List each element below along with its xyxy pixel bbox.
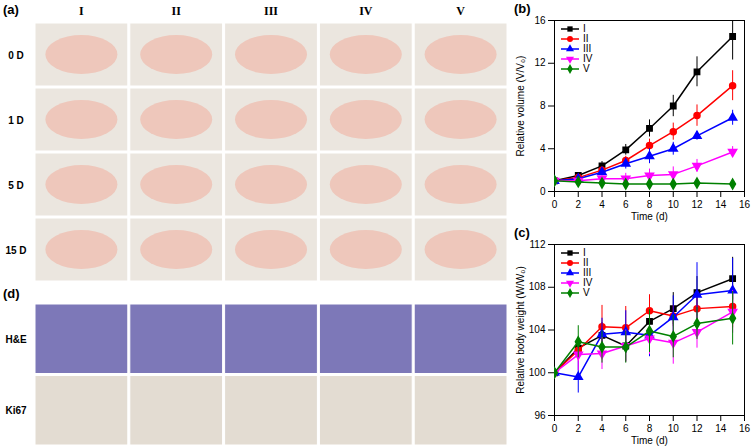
svg-text:16: 16 — [739, 423, 751, 434]
html-text:V: V — [583, 287, 590, 298]
svg-text:4: 4 — [540, 143, 546, 154]
svg-text:Relative body weight (W/W₀): Relative body weight (W/W₀) — [515, 266, 526, 394]
svg-text:III: III — [264, 4, 278, 18]
svg-text:12: 12 — [691, 423, 703, 434]
svg-text:4: 4 — [599, 423, 605, 434]
svg-text:Relative volume (V/V₀): Relative volume (V/V₀) — [515, 56, 526, 157]
svg-text:0 D: 0 D — [8, 50, 24, 61]
svg-text:104: 104 — [529, 324, 546, 335]
svg-text:IV: IV — [359, 4, 373, 18]
svg-text:100: 100 — [529, 367, 546, 378]
svg-text:4: 4 — [599, 199, 605, 210]
svg-text:6: 6 — [623, 423, 629, 434]
svg-text:2: 2 — [575, 199, 581, 210]
svg-text:14: 14 — [715, 199, 727, 210]
svg-text:6: 6 — [623, 199, 629, 210]
svg-text:0: 0 — [540, 186, 546, 197]
svg-text:0: 0 — [552, 199, 558, 210]
svg-text:108: 108 — [529, 281, 546, 292]
html-text:V: V — [583, 63, 590, 74]
html-text:I: I — [583, 23, 586, 34]
svg-text:V: V — [456, 4, 465, 18]
svg-text:14: 14 — [715, 423, 727, 434]
html-text:I: I — [583, 247, 586, 258]
html-text:III: III — [583, 267, 592, 278]
svg-text:Time (d): Time (d) — [631, 435, 668, 446]
html-text:IV: IV — [583, 53, 593, 64]
svg-text:12: 12 — [691, 199, 703, 210]
svg-text:1 D: 1 D — [8, 115, 24, 126]
svg-text:16: 16 — [534, 15, 546, 26]
svg-text:Ki67: Ki67 — [5, 405, 27, 416]
svg-text:I: I — [79, 4, 84, 18]
svg-text:10: 10 — [668, 199, 680, 210]
svg-text:8: 8 — [647, 423, 653, 434]
svg-text:10: 10 — [668, 423, 680, 434]
svg-text:(d): (d) — [3, 286, 20, 301]
svg-text:H&E: H&E — [5, 334, 26, 345]
svg-text:96: 96 — [534, 410, 546, 421]
svg-text:12: 12 — [534, 57, 546, 68]
html-text:(b): (b) — [514, 1, 531, 16]
html-text:IV: IV — [583, 277, 593, 288]
svg-text:15 D: 15 D — [5, 245, 26, 256]
html-text:II: II — [583, 257, 589, 268]
html-text:(c): (c) — [514, 225, 530, 240]
svg-text:Time (d): Time (d) — [631, 211, 668, 222]
html-text:III: III — [583, 43, 592, 54]
svg-text:II: II — [172, 4, 182, 18]
svg-text:112: 112 — [530, 239, 546, 250]
svg-text:0: 0 — [552, 423, 558, 434]
svg-text:8: 8 — [647, 199, 653, 210]
svg-text:5 D: 5 D — [8, 180, 24, 191]
svg-text:(a): (a) — [3, 2, 19, 17]
svg-text:16: 16 — [739, 199, 751, 210]
svg-text:8: 8 — [540, 100, 546, 111]
svg-text:2: 2 — [575, 423, 581, 434]
html-text:II: II — [583, 33, 589, 44]
